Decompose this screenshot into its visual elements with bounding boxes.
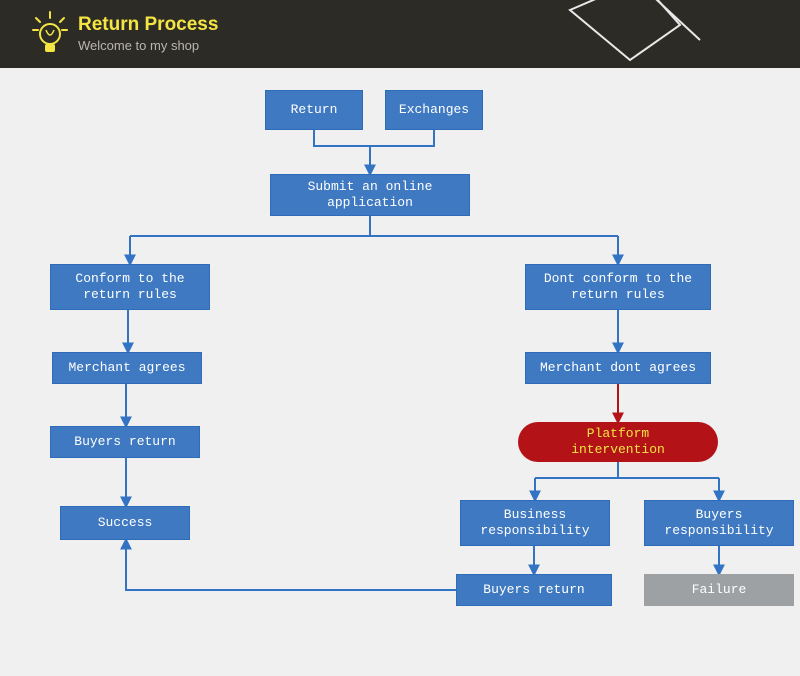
header-subtitle: Welcome to my shop bbox=[78, 38, 199, 53]
node-bresp: Business responsibility bbox=[460, 500, 610, 546]
node-buyresp: Buyers responsibility bbox=[644, 500, 794, 546]
node-success: Success bbox=[60, 506, 190, 540]
lightbulb-icon bbox=[30, 10, 70, 58]
header-bar: Return Process Welcome to my shop bbox=[0, 0, 800, 68]
flowchart-canvas: Return Exchanges Submit an online applicat… bbox=[0, 68, 800, 676]
node-breturn1: Buyers return bbox=[50, 426, 200, 458]
node-conform: Conform to the return rules bbox=[50, 264, 210, 310]
node-failure: Failure bbox=[644, 574, 794, 606]
node-dontconform: Dont conform to the return rules bbox=[525, 264, 711, 310]
node-mdont: Merchant dont agrees bbox=[525, 352, 711, 384]
node-exchanges: Exchanges bbox=[385, 90, 483, 130]
node-magree: Merchant agrees bbox=[52, 352, 202, 384]
node-submit: Submit an online application bbox=[270, 174, 470, 216]
header-title: Return Process bbox=[78, 14, 218, 36]
node-platform: Platform intervention bbox=[518, 422, 718, 462]
node-breturn2: Buyers return bbox=[456, 574, 612, 606]
node-return: Return bbox=[265, 90, 363, 130]
